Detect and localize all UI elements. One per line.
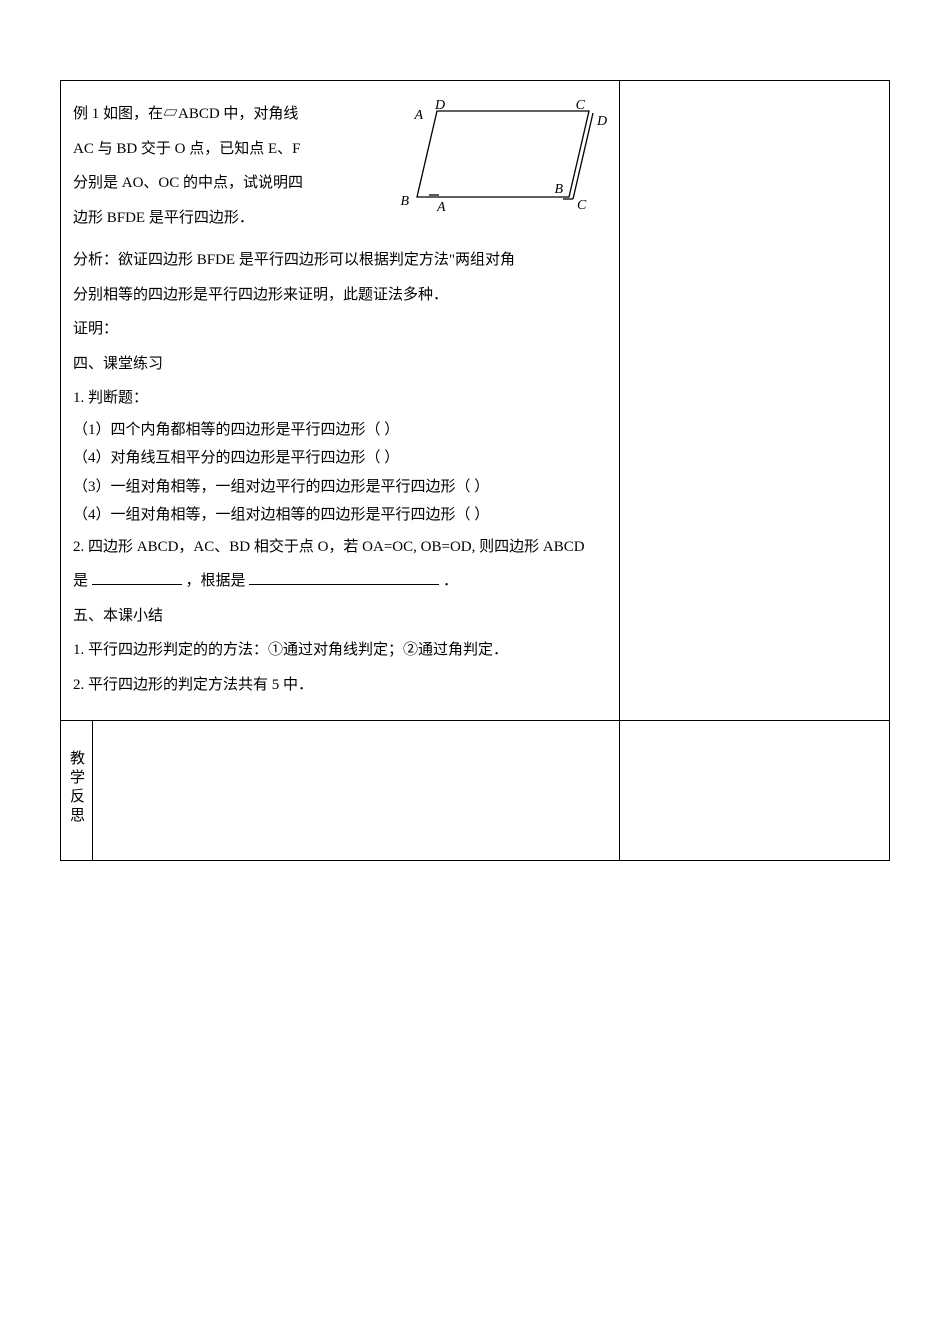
svg-text:B: B [554, 182, 563, 197]
parallelogram-figure: DCADBABC [399, 95, 609, 215]
example-line: 分别是 AO、OC 的中点，试说明四 [73, 166, 393, 201]
svg-text:D: D [434, 98, 445, 113]
content-row: DCADBABC 例 1 如图，在▱ABCD 中，对角线 AC 与 BD 交于 … [61, 81, 890, 721]
page-container: DCADBABC 例 1 如图，在▱ABCD 中，对角线 AC 与 BD 交于 … [60, 80, 890, 861]
reflection-side-cell [620, 721, 890, 861]
side-cell [620, 81, 890, 721]
reflection-content-cell [93, 721, 620, 861]
q1-item: （3）一组对角相等，一组对边平行的四边形是平行四边形（ ） [73, 473, 607, 502]
q2-mid: ，根据是 [186, 573, 246, 589]
svg-text:B: B [400, 194, 409, 209]
analysis-line: 分析：欲证四边形 BFDE 是平行四边形可以根据判定方法"两组对角 [73, 243, 607, 278]
q1-item: （4）一组对角相等，一组对边相等的四边形是平行四边形（ ） [73, 501, 607, 530]
q1-title: 1. 判断题： [73, 381, 607, 416]
section5-item: 1. 平行四边形判定的的方法：①通过对角线判定；②通过角判定． [73, 633, 607, 668]
svg-text:A: A [413, 108, 423, 123]
q2-line2: 是 ，根据是 ． [73, 564, 607, 599]
reflection-row: 教学反思 [61, 721, 890, 861]
parallelogram-svg: DCADBABC [399, 95, 609, 215]
svg-text:A: A [436, 200, 446, 215]
q2-prefix: 是 [73, 573, 88, 589]
section5-title: 五、本课小结 [73, 599, 607, 634]
section4-title: 四、课堂练习 [73, 347, 607, 382]
section5-item: 2. 平行四边形的判定方法共有 5 中． [73, 668, 607, 703]
lesson-table: DCADBABC 例 1 如图，在▱ABCD 中，对角线 AC 与 BD 交于 … [60, 80, 890, 861]
svg-text:C: C [576, 98, 586, 113]
q2-suffix: ． [443, 573, 458, 589]
reflection-label-cell: 教学反思 [61, 721, 93, 861]
svg-text:C: C [577, 198, 587, 213]
svg-text:D: D [596, 114, 607, 129]
example-text: 例 1 如图，在▱ABCD 中，对角线 AC 与 BD 交于 O 点，已知点 E… [73, 97, 393, 235]
q1-item: （4）对角线互相平分的四边形是平行四边形（ ） [73, 444, 607, 473]
q1-item: （1）四个内角都相等的四边形是平行四边形（ ） [73, 416, 607, 445]
reflection-label: 教学反思 [66, 750, 87, 826]
example-line: AC 与 BD 交于 O 点，已知点 E、F [73, 132, 393, 167]
example-line: 例 1 如图，在▱ABCD 中，对角线 [73, 97, 393, 132]
main-content-cell: DCADBABC 例 1 如图，在▱ABCD 中，对角线 AC 与 BD 交于 … [61, 81, 620, 721]
blank-short [92, 569, 182, 586]
q2-line1: 2. 四边形 ABCD，AC、BD 相交于点 O，若 OA=OC, OB=OD,… [73, 530, 607, 565]
example-line: 边形 BFDE 是平行四边形． [73, 201, 393, 236]
analysis-line: 分别相等的四边形是平行四边形来证明，此题证法多种． [73, 278, 607, 313]
blank-long [249, 569, 439, 586]
proof-label: 证明： [73, 312, 607, 347]
